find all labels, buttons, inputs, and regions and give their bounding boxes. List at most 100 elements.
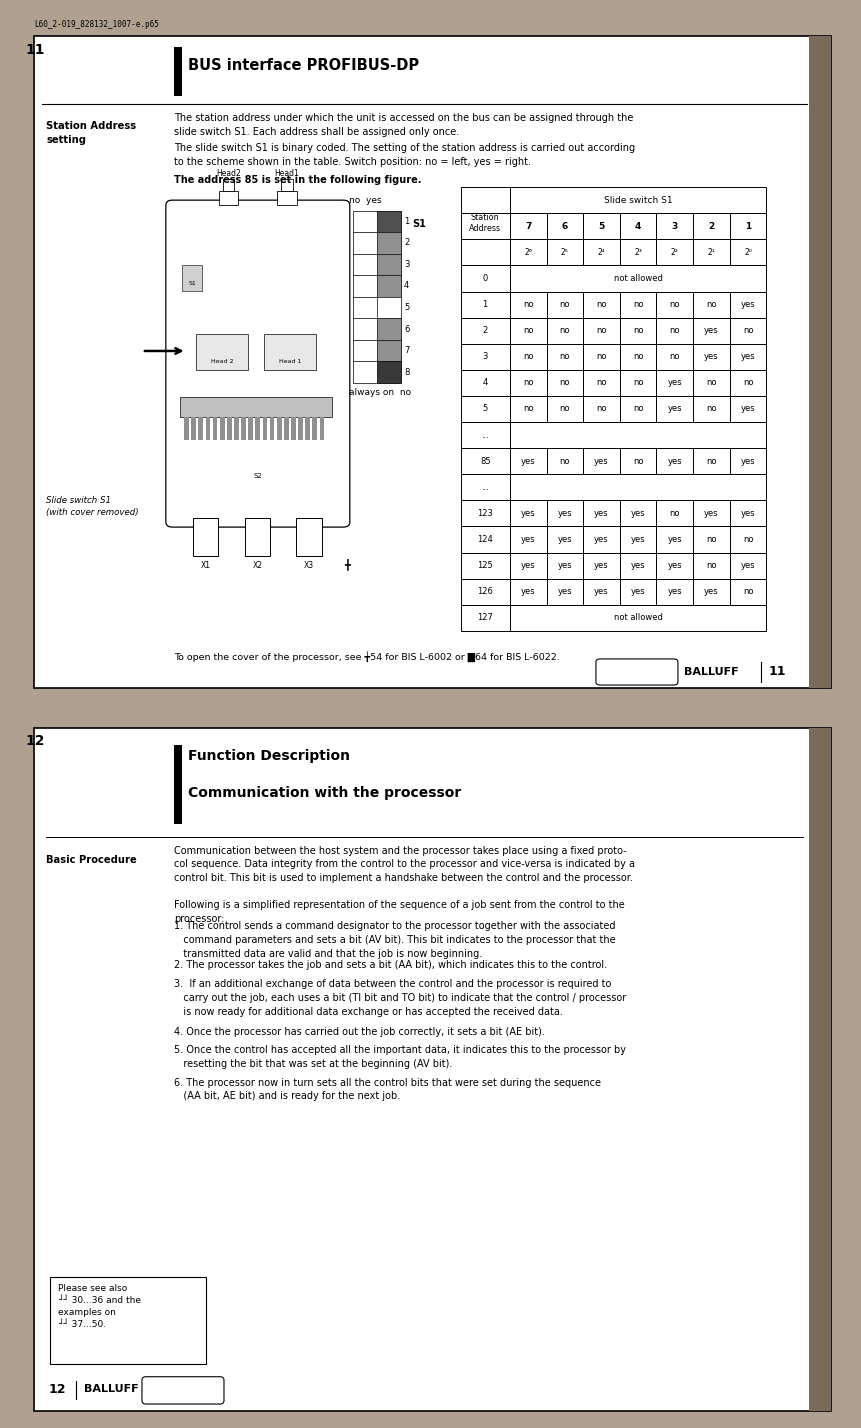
Text: no: no: [706, 300, 716, 308]
Bar: [693, 527, 730, 553]
Bar: [656, 291, 693, 317]
Bar: [656, 317, 693, 344]
Bar: [693, 317, 730, 344]
Bar: [693, 578, 730, 605]
Bar: [656, 448, 693, 474]
Bar: [461, 291, 510, 317]
Bar: [296, 518, 322, 555]
Bar: [510, 317, 547, 344]
Bar: [353, 318, 401, 340]
Text: not allowed: not allowed: [614, 613, 663, 623]
Bar: [191, 417, 196, 440]
Text: not allowed: not allowed: [614, 274, 663, 283]
Text: yes: yes: [740, 457, 755, 466]
Bar: [353, 318, 377, 340]
Text: yes: yes: [594, 508, 609, 518]
Text: no: no: [633, 378, 643, 387]
Bar: [656, 370, 693, 396]
Text: no: no: [743, 536, 753, 544]
Text: To open the cover of the processor, see ╈54 for BIS L-6002 or █64 for BIS L-6022: To open the cover of the processor, see …: [174, 651, 560, 663]
Bar: [377, 340, 401, 361]
Text: 8: 8: [404, 367, 409, 377]
Bar: [583, 448, 620, 474]
Text: 5: 5: [598, 221, 604, 231]
Bar: [693, 344, 730, 370]
Bar: [180, 397, 331, 417]
Bar: [277, 191, 296, 206]
Text: 2. The processor takes the job and sets a bit (AA bit), which indicates this to : 2. The processor takes the job and sets …: [174, 961, 607, 971]
Bar: [182, 264, 201, 291]
Bar: [353, 233, 401, 254]
Text: ...: ...: [481, 431, 489, 440]
Text: yes: yes: [740, 404, 755, 414]
Text: L60_2-019_828132_1007-e.p65: L60_2-019_828132_1007-e.p65: [34, 20, 159, 29]
Bar: [583, 396, 620, 423]
Text: no: no: [670, 326, 680, 336]
Text: 5. Once the control has accepted all the important data, it indicates this to th: 5. Once the control has accepted all the…: [174, 1045, 626, 1068]
Text: no  yes: no yes: [349, 197, 381, 206]
Bar: [319, 417, 325, 440]
Text: yes: yes: [740, 300, 755, 308]
Text: english: english: [621, 667, 652, 677]
Bar: [620, 370, 656, 396]
Text: 123: 123: [477, 508, 493, 518]
Text: no: no: [560, 353, 570, 361]
Text: yes: yes: [631, 536, 646, 544]
Text: yes: yes: [704, 326, 719, 336]
Text: Please see also
┘┘ 30...36 and the
examples on
┘┘ 37...50.: Please see also ┘┘ 30...36 and the examp…: [59, 1284, 141, 1329]
Bar: [583, 240, 620, 266]
Bar: [620, 240, 656, 266]
Bar: [547, 578, 583, 605]
Text: 3.  If an additional exchange of data between the control and the processor is r: 3. If an additional exchange of data bet…: [174, 980, 626, 1017]
Text: yes: yes: [594, 457, 609, 466]
Bar: [620, 578, 656, 605]
Text: 5: 5: [404, 303, 409, 311]
Bar: [620, 553, 656, 578]
Bar: [184, 417, 189, 440]
Bar: [656, 240, 693, 266]
Bar: [510, 370, 547, 396]
Bar: [269, 417, 275, 440]
Text: yes: yes: [631, 587, 646, 597]
Text: The slide switch S1 is binary coded. The setting of the station address is carri: The slide switch S1 is binary coded. The…: [174, 143, 635, 167]
Bar: [510, 240, 547, 266]
Text: yes: yes: [558, 536, 573, 544]
Bar: [461, 527, 510, 553]
Text: 2²: 2²: [671, 248, 678, 257]
Text: 4. Once the processor has carried out the job correctly, it sets a bit (AE bit).: 4. Once the processor has carried out th…: [174, 1027, 545, 1037]
Text: no: no: [670, 508, 680, 518]
Bar: [223, 180, 234, 191]
Bar: [306, 417, 310, 440]
Bar: [245, 518, 270, 555]
Bar: [656, 500, 693, 527]
Bar: [583, 370, 620, 396]
Text: 2: 2: [483, 326, 488, 336]
Bar: [291, 417, 296, 440]
Bar: [510, 553, 547, 578]
Text: BALLUFF: BALLUFF: [84, 1384, 139, 1394]
Text: no: no: [706, 404, 716, 414]
Bar: [377, 318, 401, 340]
Bar: [693, 213, 730, 240]
Bar: [510, 396, 547, 423]
Text: no: no: [560, 404, 570, 414]
Bar: [461, 240, 510, 266]
Text: 11: 11: [769, 665, 786, 678]
Text: X2: X2: [252, 561, 263, 570]
Text: yes: yes: [667, 587, 682, 597]
Bar: [808, 36, 831, 688]
Text: Function Description: Function Description: [189, 748, 350, 763]
Bar: [377, 210, 401, 233]
Text: yes: yes: [740, 353, 755, 361]
Bar: [510, 291, 547, 317]
Bar: [730, 553, 766, 578]
Text: Communication between the host system and the processor takes place using a fixe: Communication between the host system an…: [174, 845, 635, 883]
Text: 2³: 2³: [635, 248, 642, 257]
Bar: [353, 254, 377, 276]
Bar: [461, 317, 510, 344]
Bar: [656, 578, 693, 605]
Text: Station
Address: Station Address: [469, 213, 501, 233]
Text: yes: yes: [558, 508, 573, 518]
Bar: [583, 578, 620, 605]
Bar: [263, 334, 316, 370]
